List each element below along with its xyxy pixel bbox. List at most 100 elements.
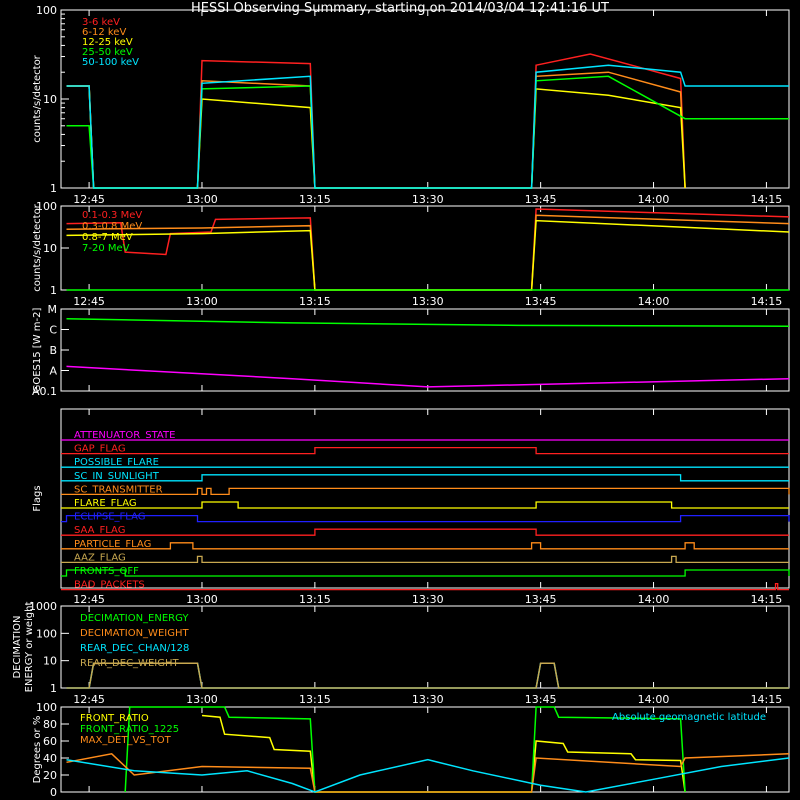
rates-low-y-tick-label: 1 [50, 182, 57, 195]
rates-low-x-tick-label: 14:15 [751, 193, 783, 206]
flags-frame [60, 408, 790, 589]
decimation-legend-entry: DECIMATION_WEIGHT [80, 628, 189, 639]
rates-low-legend-entry: 3-6 keV [82, 17, 120, 28]
rates-high-y-tick-label: 10 [43, 242, 57, 255]
geo-legend-entry: FRONT_RATIO [80, 713, 149, 724]
geo-series-line [66, 757, 790, 793]
flags-flag-label: PARTICLE_FLAG [74, 539, 151, 550]
geo-y-tick-label: 0 [50, 786, 57, 799]
rates-low-x-tick-label: 13:15 [299, 193, 331, 206]
geo-y-tick-label: 80 [43, 718, 57, 731]
decimation-series-line [66, 662, 789, 689]
rates-high-x-tick-label: 13:00 [186, 295, 218, 308]
decimation-y-tick-label: 100 [36, 627, 57, 640]
goes-series-line [66, 365, 790, 388]
rates-low-x-tick-label: 13:30 [412, 193, 444, 206]
goes-series-line [66, 318, 790, 327]
flags-flag-label: ECLIPSE_FLAG [74, 512, 145, 523]
rates-low-series-line [66, 64, 789, 189]
rates-low-series-line [66, 53, 686, 189]
flags-flag-label: FRONTS_OFF [74, 566, 139, 577]
rates-high-x-tick-label: 13:45 [525, 295, 557, 308]
rates-low-x-tick-label: 14:00 [638, 193, 670, 206]
flags-flag-label: BAD_PACKETS [74, 580, 145, 591]
geo-y-axis-label: Degrees or % [32, 716, 43, 784]
geo-y-tick-label: 60 [43, 735, 57, 748]
geo-y-tick-label: 40 [43, 752, 57, 765]
rates-high-x-tick-label: 13:15 [299, 295, 331, 308]
rates-high-y-tick-label: 1 [50, 284, 57, 297]
goes-y-tick-label: A0.1 [32, 385, 57, 398]
decimation-y-axis-label: DECIMATION [12, 615, 23, 678]
decimation-y-tick-label: 1 [50, 682, 57, 695]
flags-flag-label: AAZ_FLAG [74, 552, 126, 563]
geo-annotation: Absolute geomagnetic latitude [612, 712, 766, 723]
rates-low-x-tick-label: 12:45 [73, 193, 105, 206]
geo-y-tick-label: 20 [43, 769, 57, 782]
rates-high-legend-entry: 0.3-0.8 MeV [82, 221, 142, 232]
flags-flag-label: POSSIBLE_FLARE [74, 457, 159, 468]
rates-high-x-tick-label: 14:00 [638, 295, 670, 308]
decimation-x-tick-label: 13:00 [186, 693, 218, 706]
geo-legend-entry: FRONT_RATIO_1225 [80, 724, 179, 735]
flags-flag-line [61, 569, 790, 577]
rates-low-y-tick-label: 10 [43, 93, 57, 106]
goes-y-tick-label: M [48, 303, 58, 316]
goes-y-axis-label: GOES15 [W m-2] [32, 308, 43, 393]
flags-flag-label: ATTENUATOR_STATE [74, 430, 175, 441]
geo-series-line [201, 714, 686, 793]
flags-flag-line [61, 582, 789, 591]
decimation-y-tick-label: 10 [43, 655, 57, 668]
rates-high-frame [60, 205, 790, 291]
flags-x-tick-label: 14:15 [751, 593, 783, 606]
geo-y-tick-label: 100 [36, 701, 57, 714]
decimation-x-tick-label: 13:30 [412, 693, 444, 706]
rates-high-series-line [66, 219, 790, 291]
geo-series-line [124, 706, 686, 793]
geo-legend-entry: MAX_DET_VS_TOT [80, 735, 172, 746]
decimation-x-tick-label: 13:15 [299, 693, 331, 706]
decimation-x-tick-label: 13:45 [525, 693, 557, 706]
decimation-y-axis-label: ENERGY or weight [24, 602, 35, 693]
rates-high-x-tick-label: 12:45 [73, 295, 105, 308]
flags-flag-line [61, 446, 789, 455]
flags-x-tick-label: 12:45 [73, 593, 105, 606]
decimation-legend-entry: REAR_DEC_WEIGHT [80, 658, 179, 669]
rates-low-x-tick-label: 13:45 [525, 193, 557, 206]
decimation-legend-entry: REAR_DEC_CHAN/128 [80, 643, 189, 654]
flags-x-tick-label: 13:30 [412, 593, 444, 606]
chart-title: HESSI Observing Summary, starting on 201… [191, 1, 609, 16]
rates-high-series-line [66, 208, 790, 291]
rates-high-y-axis-label: counts/s/detector [32, 203, 43, 291]
rates-high-x-tick-label: 14:15 [751, 295, 783, 308]
rates-low-legend-entry: 6-12 keV [82, 27, 126, 38]
flags-x-tick-label: 14:00 [638, 593, 670, 606]
flags-flag-label: FLARE_FLAG [74, 498, 137, 509]
flags-x-tick-label: 13:15 [299, 593, 331, 606]
rates-low-x-tick-label: 13:00 [186, 193, 218, 206]
flags-flag-line [61, 514, 790, 523]
rates-low-y-tick-label: 100 [36, 4, 57, 17]
flags-flag-label: SC_TRANSMITTER [74, 484, 163, 495]
goes-y-tick-label: A [49, 365, 57, 378]
rates-high-legend-entry: 7-20 MeV [82, 243, 130, 254]
decimation-x-tick-label: 14:00 [638, 693, 670, 706]
rates-high-legend-entry: 0.8-7 MeV [82, 232, 133, 243]
decimation-x-tick-label: 14:15 [751, 693, 783, 706]
rates-low-series-line [66, 85, 686, 189]
flags-flag-line [61, 474, 789, 482]
rates-low-y-axis-label: counts/s/detector [32, 54, 43, 142]
rates-high-y-tick-label: 100 [36, 200, 57, 213]
flags-flag-line [61, 555, 789, 564]
rates-low-legend-entry: 12-25 keV [82, 37, 133, 48]
flags-flag-line [61, 501, 789, 509]
decimation-x-tick-label: 12:45 [73, 693, 105, 706]
goes-y-tick-label: C [49, 324, 57, 337]
flags-flag-line [61, 542, 789, 550]
goes-y-tick-label: B [49, 344, 57, 357]
flags-x-tick-label: 13:45 [525, 593, 557, 606]
rates-low-series-line [66, 71, 686, 189]
rates-low-frame [60, 9, 790, 189]
